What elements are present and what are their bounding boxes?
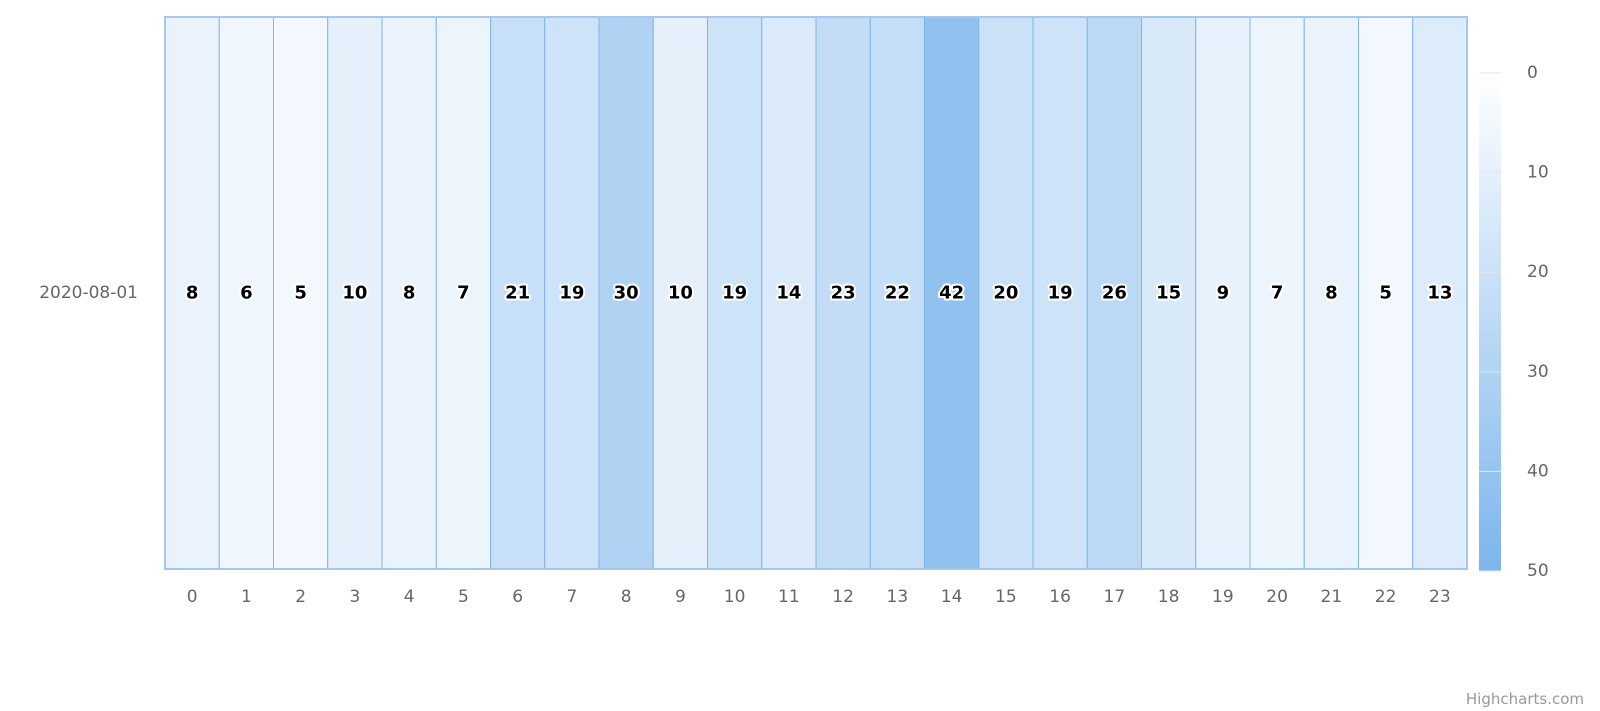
data-label-7: 19 (559, 283, 584, 304)
heatmap-cell-14[interactable] (924, 16, 980, 570)
data-label-14: 42 (939, 283, 964, 304)
heatmap-cell-18[interactable] (1141, 16, 1197, 570)
data-label-23: 13 (1427, 283, 1452, 304)
x-tick-label-2: 2 (295, 587, 306, 607)
x-tick-label-20: 20 (1266, 587, 1288, 607)
x-axis: 0 1 2 3 4 5 6 7 8 9 10 11 12 13 14 15 16 17 18 19 20 21 22 23 (187, 587, 1451, 607)
x-tick-label-1: 1 (241, 587, 252, 607)
data-label-16: 19 (1048, 283, 1073, 304)
data-label-1: 6 (240, 283, 253, 304)
credits-link[interactable]: Highcharts.com (1466, 690, 1584, 708)
color-axis-tick-10: 10 (1527, 163, 1549, 183)
heatmap-cell-22[interactable] (1358, 16, 1414, 570)
x-tick-label-12: 12 (832, 587, 854, 607)
data-label-2: 5 (294, 283, 307, 304)
color-axis-tick-40: 40 (1527, 461, 1549, 481)
data-label-11: 14 (776, 283, 801, 304)
heatmap-cell-7[interactable] (544, 16, 600, 570)
color-axis-tick-0: 0 (1527, 63, 1538, 83)
x-tick-label-18: 18 (1158, 587, 1180, 607)
x-tick-label-13: 13 (887, 587, 909, 607)
data-label-9: 10 (668, 283, 693, 304)
data-label-8: 30 (614, 283, 639, 304)
x-tick-label-6: 6 (512, 587, 523, 607)
data-label-21: 8 (1325, 283, 1338, 304)
heatmap-cell-0[interactable] (164, 16, 220, 570)
heatmap-cell-9[interactable] (652, 16, 708, 570)
x-tick-label-4: 4 (404, 587, 415, 607)
heatmap-cell-20[interactable] (1249, 16, 1305, 570)
y-axis: 2020-08-01 (39, 283, 138, 303)
color-axis-gradient (1479, 73, 1501, 571)
heatmap-cell-11[interactable] (761, 16, 817, 570)
x-tick-label-21: 21 (1321, 587, 1343, 607)
x-tick-label-23: 23 (1429, 587, 1451, 607)
heatmap-cell-19[interactable] (1195, 16, 1251, 570)
x-tick-label-15: 15 (995, 587, 1017, 607)
data-label-13: 22 (885, 283, 910, 304)
x-tick-label-14: 14 (941, 587, 963, 607)
data-label-17: 26 (1102, 283, 1127, 304)
x-tick-label-19: 19 (1212, 587, 1234, 607)
color-axis-tick-20: 20 (1527, 262, 1549, 282)
data-label-10: 19 (722, 283, 747, 304)
x-tick-label-10: 10 (724, 587, 746, 607)
x-tick-label-9: 9 (675, 587, 686, 607)
data-label-15: 20 (993, 283, 1018, 304)
data-label-5: 7 (457, 283, 470, 304)
heatmap-cell-17[interactable] (1086, 16, 1142, 570)
heatmap-cell-15[interactable] (978, 16, 1034, 570)
data-label-20: 7 (1271, 283, 1284, 304)
x-tick-label-5: 5 (458, 587, 469, 607)
x-tick-label-17: 17 (1104, 587, 1126, 607)
heatmap-cell-16[interactable] (1032, 16, 1088, 570)
heatmap-cell-5[interactable] (435, 16, 491, 570)
x-tick-label-7: 7 (566, 587, 577, 607)
plot-area: 8 6 5 10 8 7 21 19 30 10 19 14 23 22 42 20 19 26 15 9 7 8 5 13 (164, 16, 1468, 570)
plot-border (164, 16, 1468, 570)
data-label-22: 5 (1379, 283, 1392, 304)
heatmap-cell-12[interactable] (815, 16, 871, 570)
heatmap-cell-4[interactable] (381, 16, 437, 570)
color-axis-tick-30: 30 (1527, 362, 1549, 382)
x-tick-label-0: 0 (187, 587, 198, 607)
color-axis-legend: 0 10 20 30 40 50 (1479, 63, 1549, 581)
color-axis-tick-50: 50 (1527, 561, 1549, 581)
data-label-6: 21 (505, 283, 530, 304)
y-tick-label: 2020-08-01 (39, 283, 138, 303)
data-label-18: 15 (1156, 283, 1181, 304)
heatmap-cell-1[interactable] (218, 16, 274, 570)
data-label-0: 8 (186, 283, 199, 304)
heatmap-cell-3[interactable] (327, 16, 383, 570)
x-tick-label-3: 3 (349, 587, 360, 607)
data-label-19: 9 (1217, 283, 1230, 304)
data-label-12: 23 (831, 283, 856, 304)
data-label-3: 10 (342, 283, 367, 304)
x-tick-label-16: 16 (1049, 587, 1071, 607)
x-tick-label-22: 22 (1375, 587, 1397, 607)
x-tick-label-8: 8 (621, 587, 632, 607)
x-tick-label-11: 11 (778, 587, 800, 607)
data-label-4: 8 (403, 283, 416, 304)
